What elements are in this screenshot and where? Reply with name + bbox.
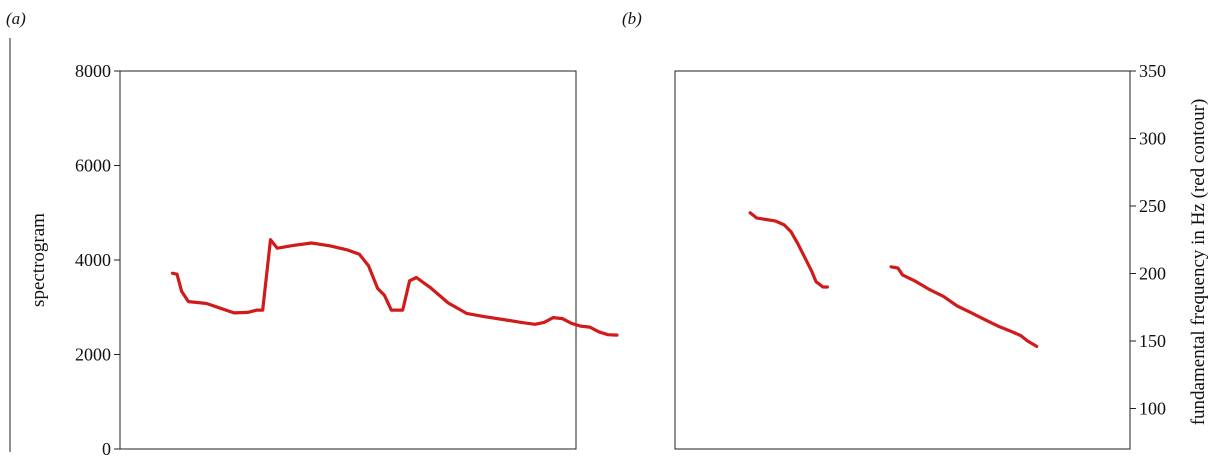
spectrogram-formant-band bbox=[265, 105, 367, 132]
y-tick-label: 300 bbox=[1139, 129, 1166, 149]
spectrogram-formant-band bbox=[1025, 368, 1049, 395]
y-tick-label: 2000 bbox=[75, 345, 111, 365]
y-tick-label: 6000 bbox=[75, 156, 111, 176]
spectrogram-formant-band bbox=[402, 246, 576, 274]
panel-b: (b) 100 150 200 250 300 350 fundamental frequ… bbox=[622, 9, 1209, 450]
panel-b-y-axis: 100 150 200 250 300 350 bbox=[1130, 61, 1166, 419]
spectrogram-voiced-region bbox=[852, 71, 1026, 449]
spectrogram-formant-band bbox=[802, 327, 851, 355]
panel-a: (a) 0 2000 4000 6000 8000 spectrogram bbox=[6, 9, 619, 457]
spectrogram-formant-band bbox=[852, 314, 1026, 341]
spectrogram-formant-band bbox=[402, 294, 576, 321]
spectrogram-formant-band bbox=[852, 206, 1026, 233]
spectrogram-voiced-region bbox=[727, 71, 803, 449]
panel-b-f0-contour bbox=[748, 211, 1039, 348]
spectrogram-formant-band bbox=[265, 275, 367, 302]
spectrogram-formant-band bbox=[727, 165, 803, 193]
y-tick-label: 250 bbox=[1139, 196, 1166, 216]
spectrogram-formant-band bbox=[402, 397, 576, 425]
f0-contour-line bbox=[889, 265, 1039, 348]
y-tick-label: 200 bbox=[1139, 264, 1166, 284]
y-tick-label: 100 bbox=[1139, 399, 1166, 419]
panel-b-label: (b) bbox=[622, 9, 642, 28]
y-tick-label: 150 bbox=[1139, 331, 1166, 351]
panel-a-y-axis: 0 2000 4000 6000 8000 bbox=[75, 61, 120, 457]
spectrogram-voiced-region bbox=[265, 71, 367, 449]
spectrogram-formant-band bbox=[727, 98, 803, 125]
spectrogram-formant-band bbox=[727, 287, 803, 314]
spectrogram-formant-band bbox=[265, 407, 367, 434]
panel-b-y-axis-title: fundamental frequency in Hz (red contour… bbox=[1188, 99, 1209, 426]
spectrogram-formant-band bbox=[852, 138, 1026, 166]
y-tick-label: 0 bbox=[102, 439, 111, 457]
panel-a-f0-contour bbox=[170, 238, 619, 337]
panel-b-spectrogram bbox=[727, 71, 1049, 449]
f0-contour-line bbox=[170, 238, 619, 337]
spectrogram-voiced-region bbox=[1025, 71, 1049, 449]
y-tick-label: 4000 bbox=[75, 250, 111, 270]
panel-a-spectrogram bbox=[165, 71, 576, 449]
panel-a-label: (a) bbox=[6, 9, 26, 28]
y-tick-label: 8000 bbox=[75, 61, 111, 81]
f0-contour-line bbox=[748, 211, 829, 289]
panel-a-y-axis-title: spectrogram bbox=[28, 213, 49, 307]
spectrogram-formant-band bbox=[265, 175, 367, 203]
spectrogram-formant-band bbox=[852, 424, 1026, 449]
spectrogram-burst bbox=[165, 401, 193, 449]
spectrogram-formant-band bbox=[402, 128, 576, 156]
spectrogram-formant-band bbox=[802, 424, 851, 449]
spectrogram-formant-band bbox=[802, 233, 851, 260]
y-tick-label: 350 bbox=[1139, 61, 1166, 81]
panel-b-plot-frame bbox=[674, 70, 1131, 450]
spectrogram-formant-band bbox=[802, 125, 851, 152]
spectrogram-formant-band bbox=[727, 408, 803, 436]
